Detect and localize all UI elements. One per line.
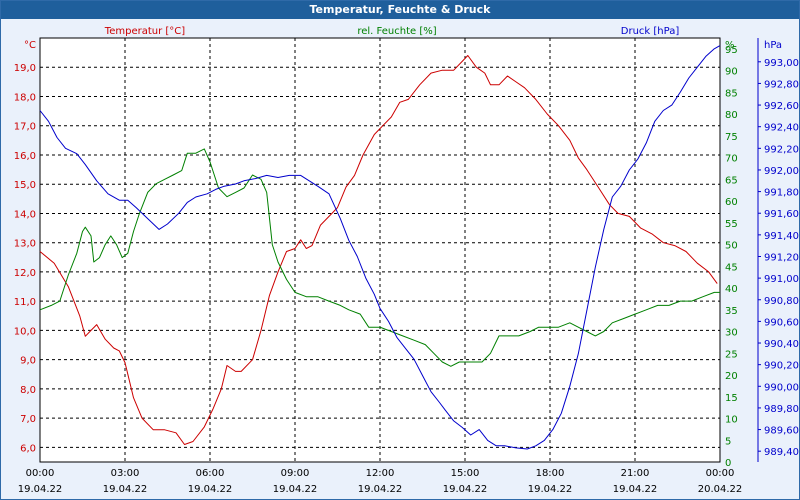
x-tick-time: 06:00 <box>196 468 225 479</box>
humidity-tick-label: 35 <box>725 306 738 317</box>
pressure-tick-label: 991,60 <box>764 209 799 220</box>
temperature-tick-label: 13,0 <box>14 239 36 250</box>
humidity-tick-label: 60 <box>725 197 738 208</box>
humidity-unit: % <box>725 40 735 51</box>
humidity-tick-label: 65 <box>725 175 738 186</box>
humidity-tick-label: 10 <box>725 415 738 426</box>
x-tick-time: 21:00 <box>621 468 650 479</box>
temperature-tick-label: 18,0 <box>14 92 36 103</box>
x-tick-date: 19.04.22 <box>443 484 488 495</box>
pressure-tick-label: 989,60 <box>764 426 799 437</box>
temperature-tick-label: 17,0 <box>14 122 36 133</box>
x-tick-time: 18:00 <box>536 468 565 479</box>
pressure-tick-label: 991,40 <box>764 231 799 242</box>
humidity-tick-label: 80 <box>725 110 738 121</box>
x-tick-time: 00:00 <box>706 468 735 479</box>
x-tick-date: 19.04.22 <box>528 484 573 495</box>
temperature-tick-label: 19,0 <box>14 63 36 74</box>
x-tick-date: 19.04.22 <box>273 484 318 495</box>
pressure-tick-label: 992,20 <box>764 144 799 155</box>
x-tick-date: 19.04.22 <box>188 484 233 495</box>
x-tick-time: 03:00 <box>111 468 140 479</box>
pressure-tick-label: 991,20 <box>764 252 799 263</box>
pressure-tick-label: 989,40 <box>764 447 799 458</box>
humidity-tick-label: 95 <box>725 45 738 56</box>
temperature-tick-label: 8,0 <box>20 385 36 396</box>
pressure-tick-label: 993,00 <box>764 58 799 69</box>
pressure-unit: hPa <box>764 40 782 51</box>
humidity-tick-label: 40 <box>725 284 738 295</box>
pressure-tick-label: 990,20 <box>764 361 799 372</box>
series-line-temperature <box>39 55 718 445</box>
pressure-axis-label: Druck [hPa] <box>621 26 680 37</box>
pressure-tick-label: 990,40 <box>764 339 799 350</box>
humidity-tick-label: 75 <box>725 132 738 143</box>
humidity-tick-label: 25 <box>725 349 738 360</box>
grid <box>40 38 720 462</box>
x-tick-date: 19.04.22 <box>358 484 403 495</box>
pressure-tick-label: 990,00 <box>764 382 799 393</box>
humidity-tick-label: 15 <box>725 393 738 404</box>
temperature-tick-label: 10,0 <box>14 326 36 337</box>
x-tick-time: 09:00 <box>281 468 310 479</box>
axes-text: 00:00 19.04.22 03:00 19.04.22 06:00 19.04.22 0… <box>14 26 799 495</box>
pressure-tick-label: 992,40 <box>764 123 799 134</box>
x-tick-date: 19.04.22 <box>18 484 63 495</box>
temperature-tick-label: 12,0 <box>14 268 36 279</box>
x-tick-time: 12:00 <box>366 468 395 479</box>
x-tick-date: 19.04.22 <box>103 484 148 495</box>
humidity-tick-label: 55 <box>725 219 738 230</box>
temperature-tick-label: 6,0 <box>20 443 36 454</box>
temperature-unit: °C <box>24 40 36 51</box>
pressure-tick-label: 991,80 <box>764 188 799 199</box>
temperature-tick-label: 11,0 <box>14 297 36 308</box>
humidity-tick-label: 5 <box>725 436 731 447</box>
x-tick-date: 19.04.22 <box>613 484 658 495</box>
humidity-tick-label: 20 <box>725 371 738 382</box>
pressure-tick-label: 992,60 <box>764 101 799 112</box>
pressure-tick-label: 992,00 <box>764 166 799 177</box>
pressure-tick-label: 990,60 <box>764 317 799 328</box>
humidity-tick-label: 70 <box>725 154 738 165</box>
humidity-tick-label: 50 <box>725 241 738 252</box>
temperature-axis-label: Temperatur [°C] <box>104 26 185 37</box>
series-line-humidity <box>39 148 720 367</box>
temperature-tick-label: 9,0 <box>20 356 36 367</box>
humidity-tick-label: 90 <box>725 67 738 78</box>
series-group <box>39 45 721 450</box>
temperature-tick-label: 14,0 <box>14 209 36 220</box>
pressure-tick-label: 991,00 <box>764 274 799 285</box>
temperature-tick-label: 15,0 <box>14 180 36 191</box>
humidity-tick-label: 0 <box>725 458 731 469</box>
temperature-tick-label: 7,0 <box>20 414 36 425</box>
pressure-tick-label: 989,80 <box>764 404 799 415</box>
chart-title: Temperatur, Feuchte & Druck <box>1 1 799 19</box>
pressure-tick-label: 992,80 <box>764 79 799 90</box>
x-tick-time: 00:00 <box>26 468 55 479</box>
temperature-tick-label: 16,0 <box>14 151 36 162</box>
humidity-tick-label: 85 <box>725 88 738 99</box>
humidity-tick-label: 30 <box>725 328 738 339</box>
x-tick-date: 20.04.22 <box>698 484 743 495</box>
series-line-pressure <box>39 45 721 450</box>
pressure-tick-label: 990,80 <box>764 296 799 307</box>
x-tick-time: 15:00 <box>451 468 480 479</box>
humidity-axis-label: rel. Feuchte [%] <box>357 26 436 37</box>
humidity-tick-label: 45 <box>725 262 738 273</box>
